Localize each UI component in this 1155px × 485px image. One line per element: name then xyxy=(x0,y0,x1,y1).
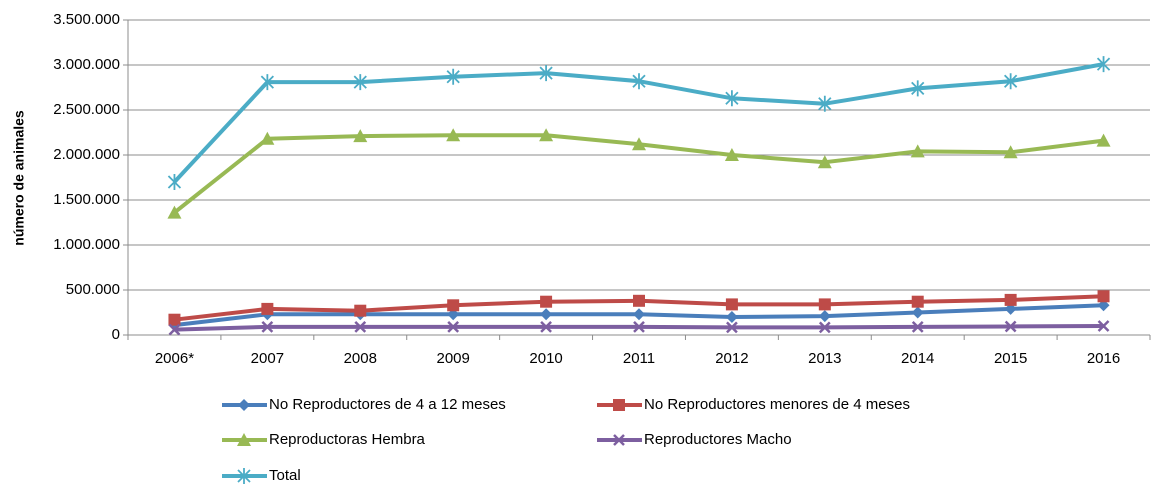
y-tick-label: 3.500.000 xyxy=(53,11,120,28)
y-tick-label: 1.000.000 xyxy=(53,236,120,253)
marker xyxy=(353,74,367,91)
marker xyxy=(632,73,646,90)
marker xyxy=(633,321,645,333)
marker xyxy=(167,174,182,190)
marker xyxy=(818,298,831,311)
legend-label: No Reproductores menores de 4 meses xyxy=(644,396,910,413)
marker xyxy=(446,68,460,85)
marker xyxy=(1004,293,1017,306)
marker xyxy=(447,299,460,312)
marker xyxy=(911,295,924,308)
legend-label: No Reproductores de 4 a 12 meses xyxy=(269,396,506,413)
legend-marker xyxy=(237,433,251,446)
legend-label: Total xyxy=(269,467,301,484)
marker xyxy=(168,323,181,336)
x-tick-label: 2010 xyxy=(529,350,562,367)
marker xyxy=(633,308,645,321)
x-tick-label: 2013 xyxy=(808,350,841,367)
marker xyxy=(539,128,554,142)
marker xyxy=(911,306,924,319)
marker xyxy=(818,310,831,323)
legend-marker xyxy=(238,399,250,411)
marker xyxy=(726,321,738,334)
x-tick-label: 2016 xyxy=(1087,350,1120,367)
y-tick-label: 500.000 xyxy=(66,281,120,298)
marker xyxy=(167,205,182,219)
x-tick-label: 2007 xyxy=(251,350,284,367)
y-tick-label: 3.000.000 xyxy=(53,56,120,73)
marker xyxy=(354,321,367,333)
marker xyxy=(818,95,832,112)
marker xyxy=(817,155,832,169)
x-tick-label: 2014 xyxy=(901,350,934,367)
legend-marker xyxy=(613,434,625,446)
y-tick-label: 0 xyxy=(112,326,120,343)
marker xyxy=(725,90,739,107)
marker xyxy=(260,131,275,145)
marker xyxy=(1097,290,1110,303)
legend-label: Reproductores Macho xyxy=(644,431,792,448)
y-tick-label: 1.500.000 xyxy=(53,191,120,208)
x-tick-label: 2012 xyxy=(715,350,748,367)
marker xyxy=(446,128,461,142)
y-axis-label: número de animales xyxy=(11,110,27,246)
marker xyxy=(725,311,738,323)
marker xyxy=(540,308,553,321)
marker xyxy=(632,137,646,151)
marker xyxy=(260,74,275,91)
x-tick-label: 2008 xyxy=(344,350,377,367)
marker xyxy=(1004,73,1018,90)
y-tick-label: 2.500.000 xyxy=(53,101,120,118)
marker xyxy=(540,321,552,333)
marker xyxy=(911,80,925,97)
marker xyxy=(354,304,367,317)
marker xyxy=(261,321,274,333)
marker xyxy=(725,298,738,311)
marker xyxy=(1004,320,1017,333)
marker xyxy=(447,321,460,333)
marker xyxy=(1096,56,1111,73)
marker xyxy=(1097,320,1110,332)
x-tick-label: 2015 xyxy=(994,350,1027,367)
x-tick-label: 2006* xyxy=(155,350,194,367)
legend-marker xyxy=(613,399,625,411)
legend-marker xyxy=(237,468,251,484)
legend-label: Reproductoras Hembra xyxy=(269,431,426,448)
marker xyxy=(539,65,553,82)
marker xyxy=(1003,145,1018,159)
marker xyxy=(261,302,274,315)
marker xyxy=(911,321,924,333)
marker xyxy=(818,321,831,334)
marker xyxy=(1096,133,1111,147)
marker xyxy=(910,144,925,158)
marker xyxy=(633,294,645,307)
x-tick-label: 2009 xyxy=(436,350,469,367)
marker xyxy=(353,129,368,143)
marker xyxy=(540,295,553,308)
marker xyxy=(724,148,739,161)
x-tick-label: 2011 xyxy=(623,350,655,367)
y-tick-label: 2.000.000 xyxy=(53,146,120,163)
marker xyxy=(168,313,181,326)
